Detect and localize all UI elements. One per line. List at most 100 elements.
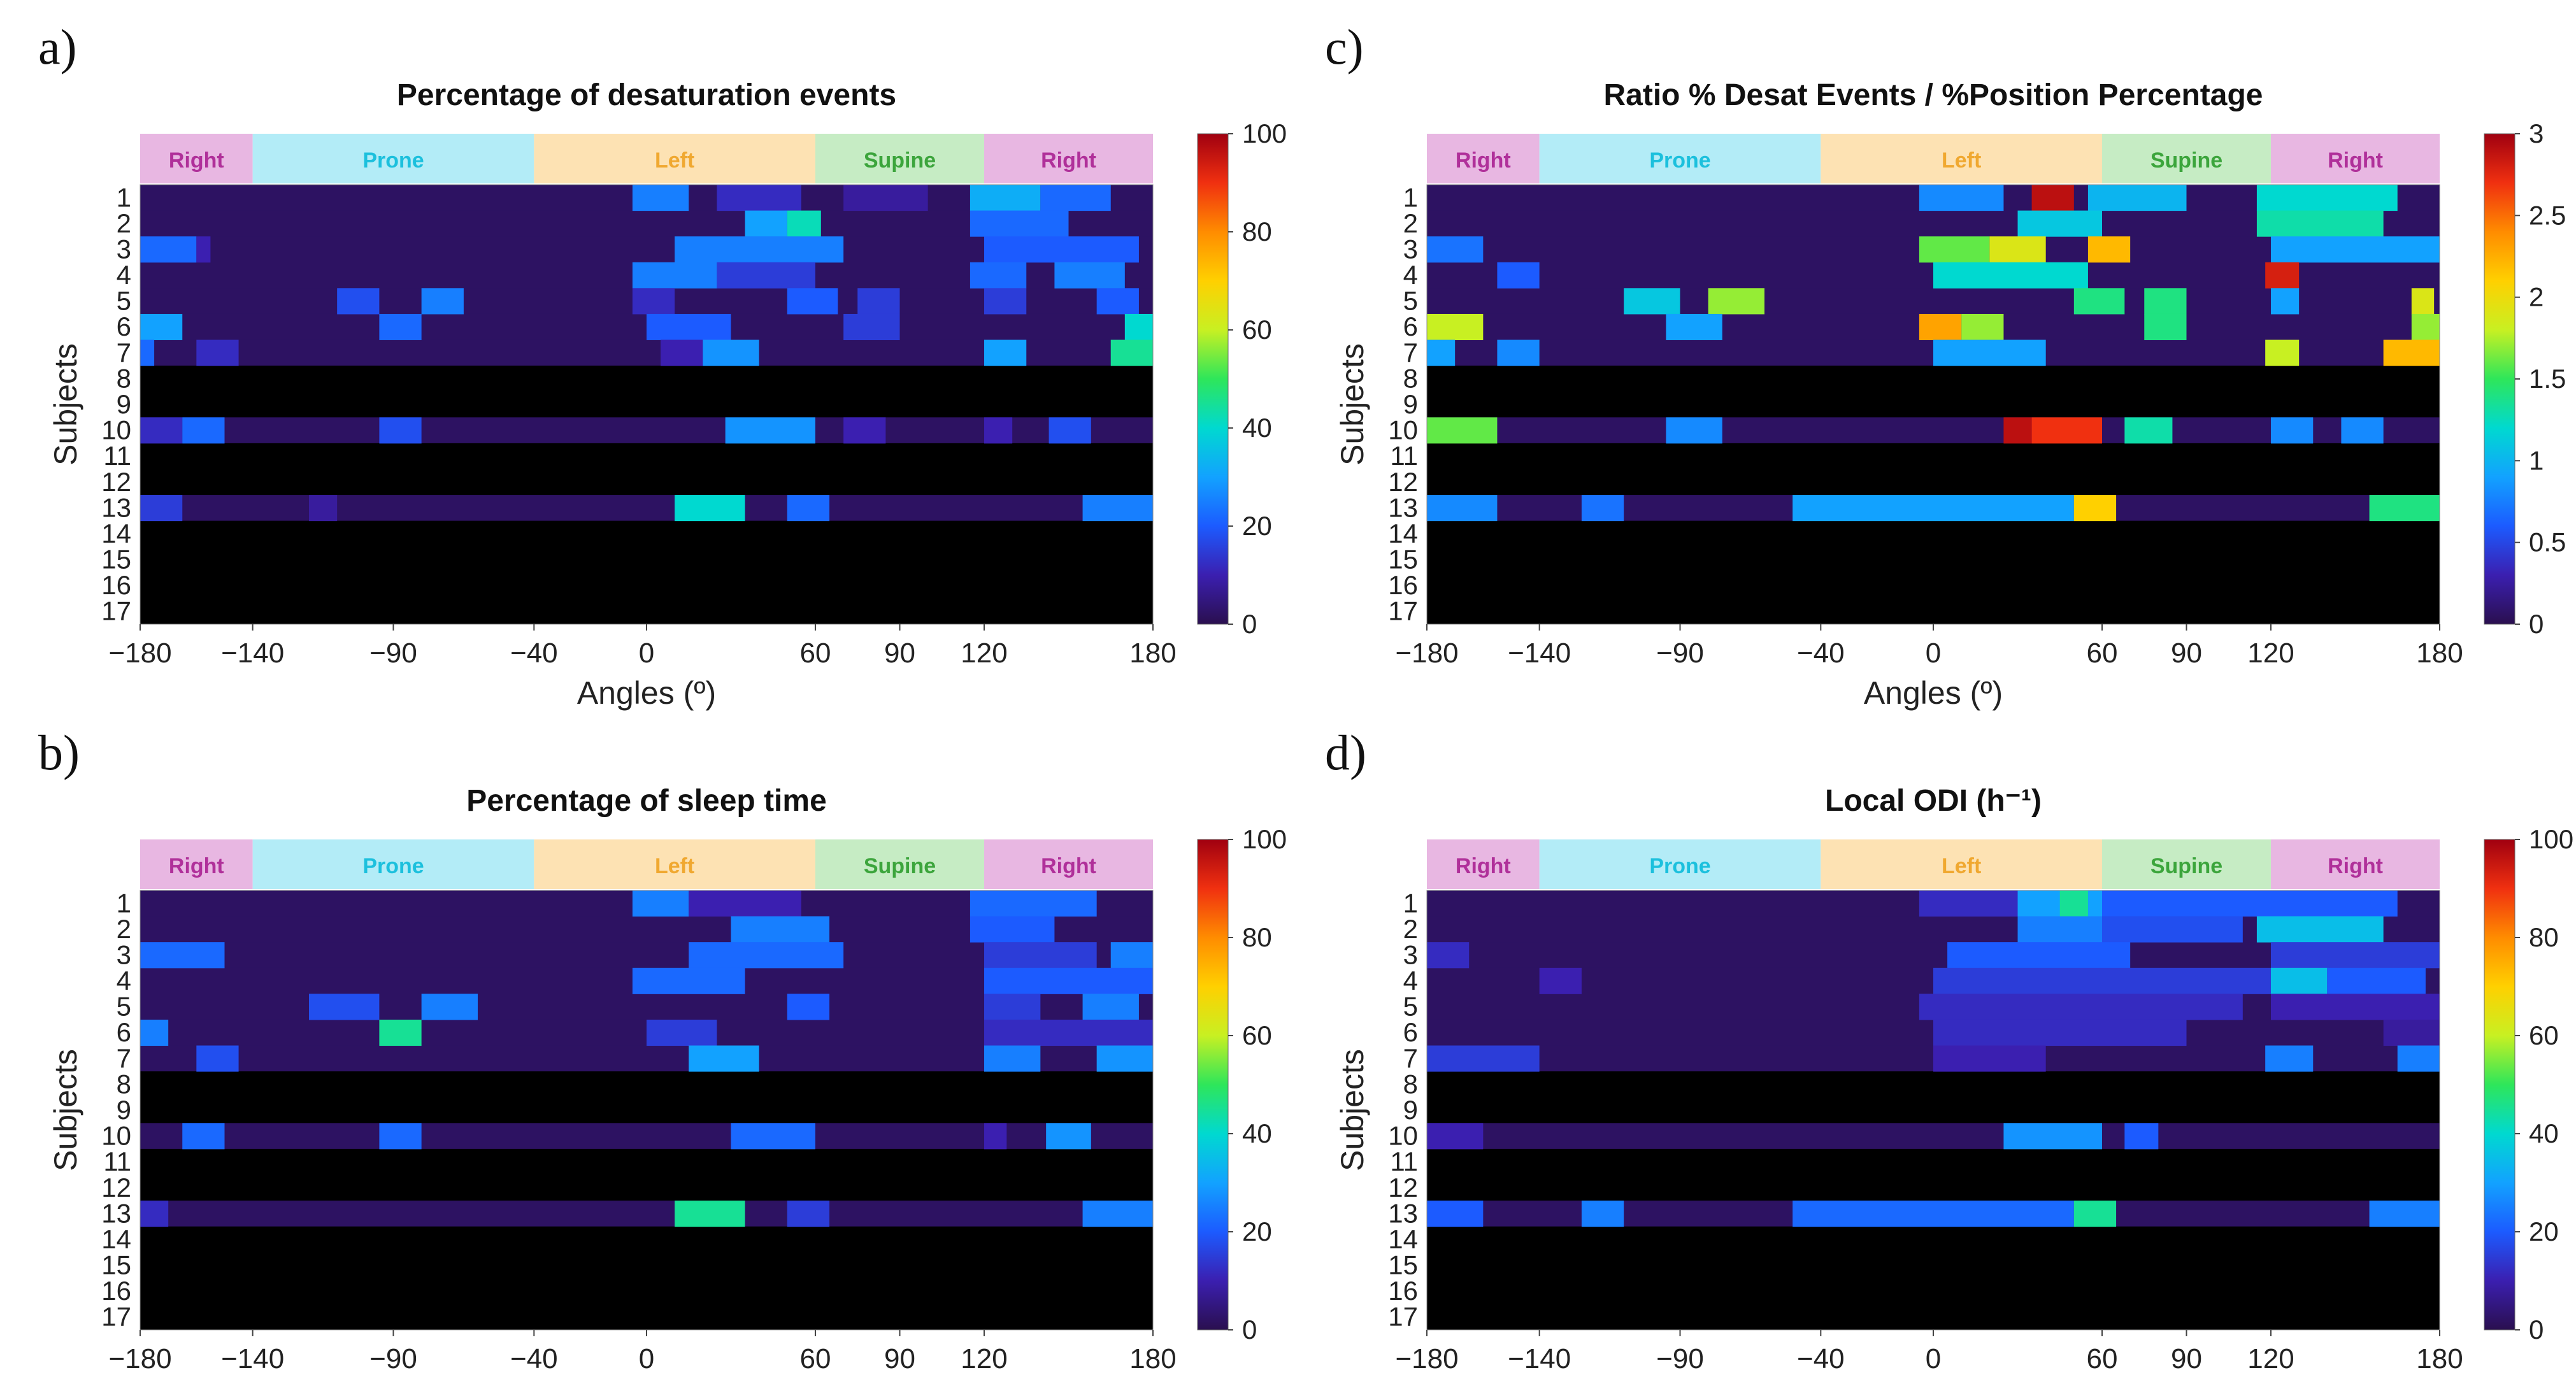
y-tick-label: 4 — [1403, 966, 1418, 995]
heatmap-cell — [1110, 339, 1153, 366]
heatmap-cell — [1933, 339, 2046, 366]
heatmap-cell — [1110, 942, 1153, 969]
heatmap-cell — [984, 1045, 1041, 1072]
region-label: Right — [1041, 854, 1096, 878]
y-tick-label: 10 — [1388, 1121, 1418, 1151]
heatmap-cell — [140, 495, 183, 522]
heatmap-cell — [2327, 967, 2426, 994]
heatmap-cell — [984, 942, 1097, 969]
heatmap-cell — [2003, 417, 2032, 444]
heatmap-cell — [745, 210, 787, 237]
y-tick-label: 17 — [101, 1302, 131, 1332]
heatmap-cell — [2124, 417, 2173, 444]
heatmap-cell — [1124, 313, 1153, 341]
heatmap-row-bg — [1427, 1148, 2440, 1175]
y-tick-label: 5 — [117, 992, 131, 1022]
heatmap-row-bg — [140, 1201, 1153, 1227]
region-band-prone — [252, 134, 534, 183]
colorbar — [1197, 133, 1229, 625]
panel-label: b) — [38, 725, 80, 780]
heatmap-cell — [984, 1123, 1007, 1150]
x-tick-label: −180 — [108, 638, 171, 669]
heatmap-cell — [1666, 313, 1722, 341]
heatmap-cell — [182, 1123, 225, 1150]
region-label: Left — [655, 854, 694, 878]
panel-label: d) — [1325, 725, 1366, 780]
heatmap-row-bg — [1427, 1252, 2440, 1279]
y-tick-label: 17 — [1388, 1302, 1418, 1332]
heatmap-cell — [2031, 417, 2102, 444]
heatmap-cell — [1046, 1123, 1091, 1150]
heatmap-cell — [379, 417, 422, 444]
colorbar-tick-label: 20 — [1242, 1216, 1272, 1246]
heatmap-cell — [2411, 313, 2440, 341]
region-label: Prone — [362, 854, 424, 878]
heatmap-row-bg — [140, 469, 1153, 496]
heatmap-cell — [1933, 1019, 2187, 1046]
heatmap-cell — [1048, 417, 1091, 444]
x-tick-label: 60 — [800, 638, 831, 669]
heatmap-cell — [2265, 262, 2300, 289]
y-tick-label: 11 — [1390, 441, 1418, 471]
y-tick-label: 14 — [101, 518, 131, 548]
heatmap-cell — [1427, 417, 1498, 444]
heatmap-cell — [2256, 185, 2398, 211]
heatmap-row-bg — [140, 1148, 1153, 1175]
heatmap-cell — [2271, 967, 2328, 994]
x-tick-label: 0 — [1926, 1343, 1941, 1374]
heatmap-cell — [2369, 1201, 2440, 1227]
heatmap-cell — [2031, 185, 2074, 211]
region-band-right — [984, 839, 1153, 889]
colorbar-tick-label: 100 — [2529, 824, 2573, 854]
y-tick-label: 9 — [117, 1095, 131, 1125]
colorbar-tick-label: 0 — [2529, 609, 2544, 639]
region-label: Right — [2328, 148, 2383, 173]
heatmap-cell — [1792, 1201, 2074, 1227]
heatmap-cell — [787, 1201, 830, 1227]
heatmap-row-bg — [140, 1071, 1153, 1098]
heatmap-cell — [731, 1123, 815, 1150]
heatmap-row-bg — [140, 1226, 1153, 1253]
heatmap-cell — [2073, 1201, 2117, 1227]
heatmap-cell — [2341, 417, 2384, 444]
heatmap-cell — [1096, 288, 1139, 315]
colorbar-tick-label: 2.5 — [2529, 200, 2566, 230]
heatmap-cell — [140, 942, 225, 969]
x-tick-label: 180 — [1129, 1343, 1176, 1374]
region-label: Supine — [2150, 854, 2222, 878]
y-tick-label: 10 — [101, 1121, 131, 1151]
y-tick-label: 11 — [1390, 1146, 1418, 1176]
x-tick-label: 60 — [2087, 638, 2118, 669]
y-tick-label: 14 — [101, 1224, 131, 1254]
heatmap-cell — [675, 236, 844, 263]
heatmap-row-bg — [1427, 443, 2440, 469]
heatmap-row-bg — [140, 520, 1153, 547]
heatmap-row-bg — [140, 495, 1153, 522]
heatmap-cell — [2059, 890, 2088, 917]
heatmap-row-bg — [1427, 520, 2440, 547]
heatmap-cell — [140, 417, 183, 444]
heatmap-cell — [1624, 288, 1680, 315]
heatmap-row-bg — [140, 1252, 1153, 1279]
heatmap-row-bg — [1427, 1071, 2440, 1098]
heatmap-row-bg — [1427, 546, 2440, 573]
heatmap-cell — [2271, 994, 2440, 1020]
heatmap-cell — [1708, 288, 1764, 315]
heatmap-cell — [1919, 994, 2243, 1020]
chart-title: Local ODI (h⁻¹) — [1825, 784, 2042, 818]
x-tick-label: −140 — [1508, 638, 1571, 669]
x-tick-label: 180 — [2416, 638, 2463, 669]
x-tick-label: −90 — [369, 638, 417, 669]
x-tick-label: 60 — [800, 1343, 831, 1374]
heatmap-cell — [2144, 288, 2187, 315]
heatmap-cell — [1082, 495, 1153, 522]
y-tick-label: 12 — [101, 467, 131, 497]
y-tick-label: 14 — [1388, 518, 1418, 548]
y-tick-label: 8 — [117, 363, 131, 393]
heatmap-cell — [632, 262, 717, 289]
heatmap-row-bg — [1427, 1174, 2440, 1201]
y-tick-label: 10 — [1388, 415, 1418, 445]
heatmap-cell — [1919, 236, 1990, 263]
colorbar-tick-label: 60 — [1242, 1020, 1272, 1050]
y-tick-label: 6 — [117, 311, 131, 341]
